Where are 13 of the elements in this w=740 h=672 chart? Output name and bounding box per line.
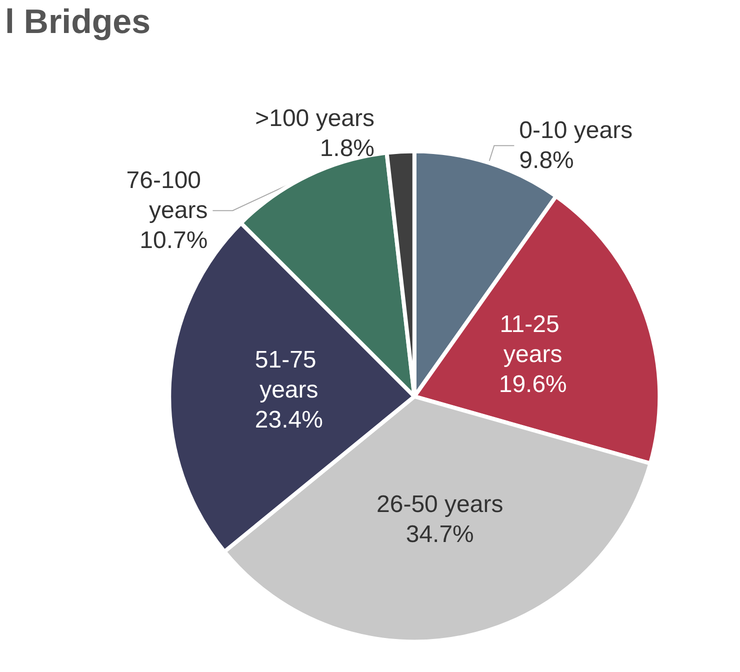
data-label: 19.6% (498, 371, 567, 398)
slice-label: 0-10 years (519, 117, 633, 144)
data-label: 34.7% (406, 521, 474, 548)
data-label: 23.4% (254, 406, 323, 434)
chart-title: l Bridges (5, 3, 150, 41)
slice-label: 51-75 years (254, 346, 323, 404)
data-label: 1.8% (320, 135, 375, 162)
slice-label: >100 years (255, 105, 375, 132)
data-label: 9.8% (519, 147, 574, 174)
slice-label: 76-100 years (126, 167, 208, 224)
slice-label: 26-50 years (376, 491, 504, 518)
data-label: 10.7% (140, 227, 208, 254)
slice-label: 11-25 years (500, 311, 566, 368)
